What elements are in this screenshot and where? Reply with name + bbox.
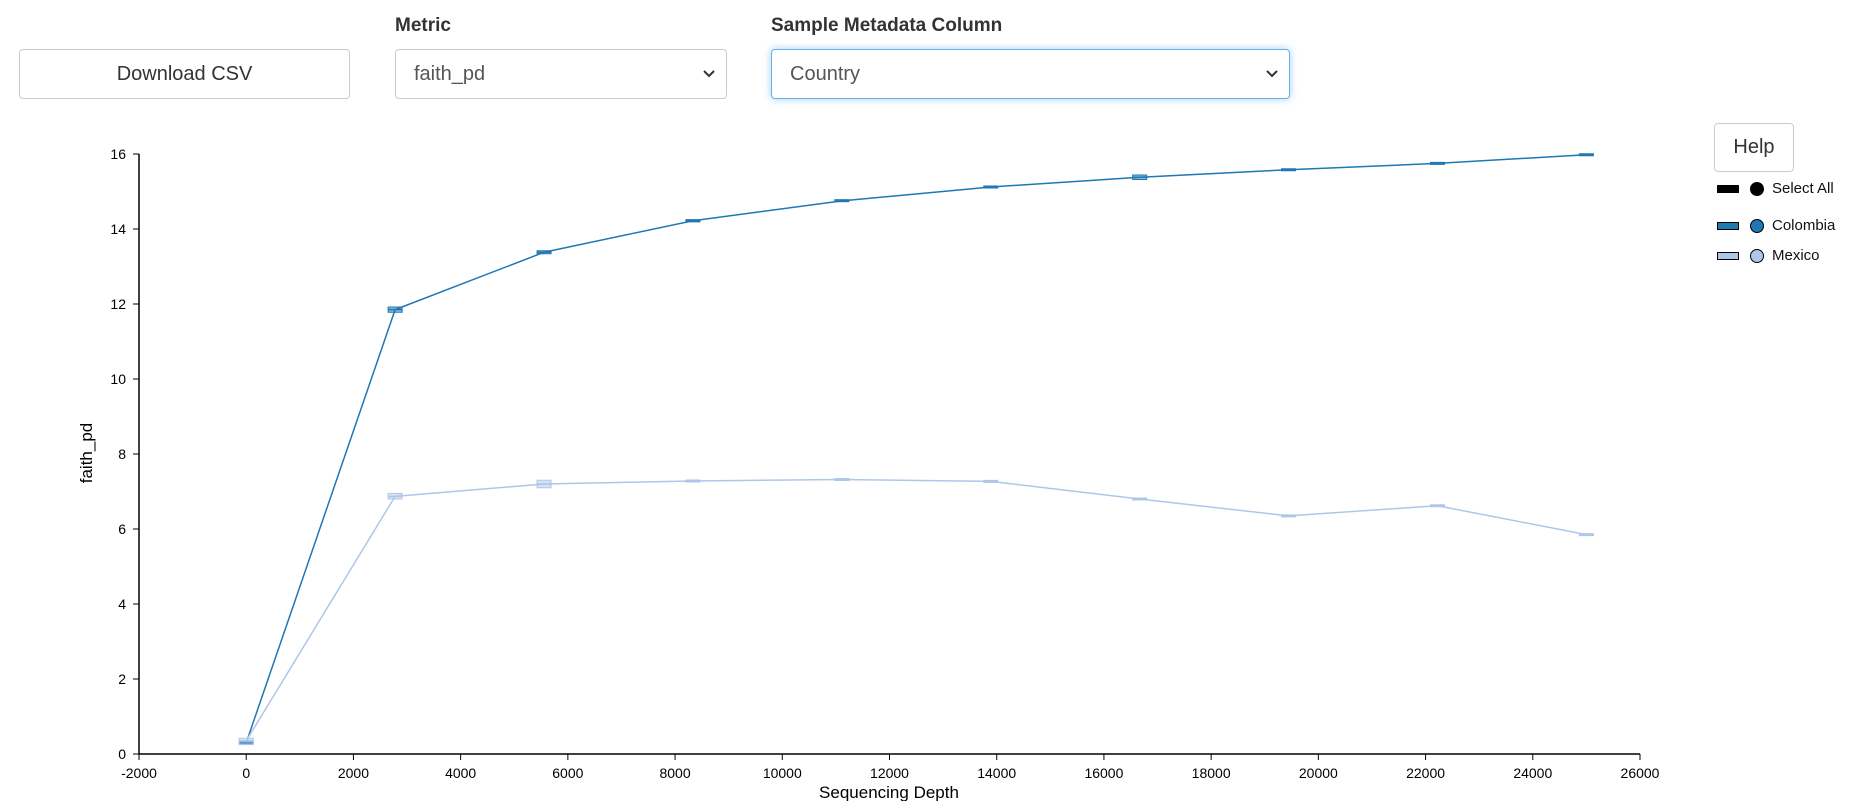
x-tick-label: -2000 bbox=[121, 765, 157, 781]
legend-label: Select All bbox=[1772, 180, 1834, 197]
metric-label: Metric bbox=[395, 15, 451, 36]
legend-item-select-all[interactable]: Select All bbox=[1717, 180, 1834, 197]
x-tick-label: 22000 bbox=[1406, 765, 1445, 781]
column-label: Sample Metadata Column bbox=[771, 15, 1003, 36]
series-mexico bbox=[238, 478, 1594, 746]
x-tick-label: 20000 bbox=[1299, 765, 1338, 781]
legend-swatch bbox=[1717, 251, 1739, 260]
chevron-down-icon bbox=[703, 70, 715, 78]
y-tick-label: 14 bbox=[110, 221, 126, 237]
legend-item-colombia[interactable]: Colombia bbox=[1717, 217, 1835, 234]
download-csv-button[interactable]: Download CSV bbox=[19, 49, 350, 99]
metadata-column-select[interactable]: Country bbox=[771, 49, 1290, 99]
x-tick-label: 10000 bbox=[763, 765, 802, 781]
x-tick-label: 12000 bbox=[870, 765, 909, 781]
x-axis-label: Sequencing Depth bbox=[819, 783, 959, 801]
metric-select-value: faith_pd bbox=[414, 62, 486, 85]
y-tick-label: 8 bbox=[118, 446, 126, 462]
metadata-column-select-value: Country bbox=[790, 62, 861, 85]
y-tick-label: 10 bbox=[110, 371, 126, 387]
x-tick-label: 24000 bbox=[1513, 765, 1552, 781]
y-tick-label: 0 bbox=[118, 746, 126, 762]
y-tick-label: 2 bbox=[118, 671, 126, 687]
legend-toggle-circle[interactable] bbox=[1750, 181, 1764, 196]
x-tick-label: 8000 bbox=[659, 765, 690, 781]
legend-item-mexico[interactable]: Mexico bbox=[1717, 247, 1820, 264]
x-tick-label: 26000 bbox=[1621, 765, 1660, 781]
y-tick-label: 4 bbox=[118, 596, 126, 612]
legend-toggle-circle[interactable] bbox=[1750, 218, 1764, 233]
y-tick-label: 6 bbox=[118, 521, 126, 537]
x-tick-label: 16000 bbox=[1084, 765, 1123, 781]
chevron-down-icon bbox=[1266, 70, 1278, 78]
x-tick-label: 4000 bbox=[445, 765, 476, 781]
legend-swatch bbox=[1717, 184, 1739, 193]
series-colombia bbox=[238, 153, 1594, 745]
x-tick-label: 6000 bbox=[552, 765, 583, 781]
x-tick-label: 2000 bbox=[338, 765, 369, 781]
help-button[interactable]: Help bbox=[1714, 123, 1794, 172]
series-line bbox=[245, 478, 1587, 742]
metric-select[interactable]: faith_pd bbox=[395, 49, 727, 99]
x-tick-label: 0 bbox=[242, 765, 250, 781]
y-axis-label: faith_pd bbox=[77, 423, 96, 484]
legend-label: Colombia bbox=[1772, 217, 1836, 234]
legend-toggle-circle[interactable] bbox=[1750, 248, 1764, 263]
x-tick-label: 14000 bbox=[977, 765, 1016, 781]
x-tick-label: 18000 bbox=[1192, 765, 1231, 781]
y-tick-label: 12 bbox=[110, 296, 126, 312]
y-tick-label: 16 bbox=[110, 146, 126, 162]
legend-swatch bbox=[1717, 221, 1739, 230]
legend-label: Mexico bbox=[1772, 247, 1820, 264]
series-line bbox=[245, 154, 1587, 743]
